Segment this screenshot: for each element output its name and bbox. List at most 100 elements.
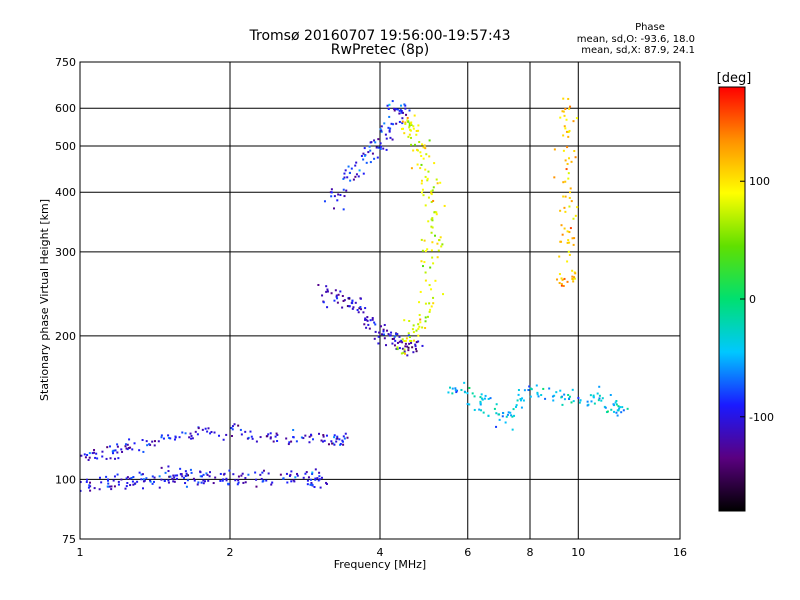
echo-point xyxy=(404,107,407,110)
echo-point xyxy=(410,136,413,139)
echo-point xyxy=(323,200,326,203)
echo-point xyxy=(88,452,91,455)
echo-point xyxy=(404,121,407,124)
echo-point xyxy=(331,442,334,445)
echo-point xyxy=(352,178,355,181)
echo-point xyxy=(142,478,145,481)
echo-point xyxy=(89,485,92,488)
echo-point xyxy=(131,480,134,483)
echo-point xyxy=(559,209,562,212)
echo-point xyxy=(481,398,484,401)
echo-point xyxy=(407,349,410,352)
echo-point xyxy=(239,428,242,431)
echo-point xyxy=(559,389,562,392)
echo-point xyxy=(617,409,620,412)
echo-point xyxy=(233,423,236,426)
echo-point xyxy=(205,472,208,475)
echo-point xyxy=(573,237,576,240)
echo-point xyxy=(209,471,212,474)
echo-point xyxy=(577,396,580,399)
echo-point xyxy=(566,230,569,233)
echo-point xyxy=(473,408,476,411)
echo-point xyxy=(413,339,416,342)
echo-point xyxy=(167,436,170,439)
echo-point xyxy=(348,172,351,175)
echo-point xyxy=(311,471,314,474)
echo-point xyxy=(479,401,482,404)
echo-point xyxy=(387,126,390,129)
echo-point xyxy=(93,448,96,451)
echo-point xyxy=(562,110,565,113)
echo-point xyxy=(424,175,427,178)
echo-point xyxy=(259,473,262,476)
echo-point xyxy=(322,434,325,437)
echo-point xyxy=(483,397,486,400)
echo-point xyxy=(562,181,565,184)
echo-point xyxy=(564,210,567,213)
echo-point xyxy=(339,194,342,197)
colorbar-tick-label: 100 xyxy=(749,175,770,188)
echo-point xyxy=(427,170,430,173)
echo-point xyxy=(410,167,413,170)
echo-point xyxy=(336,297,339,300)
echo-point xyxy=(380,325,383,328)
echo-point xyxy=(89,489,92,492)
echo-point xyxy=(544,397,547,400)
echo-point xyxy=(403,348,406,351)
echo-point xyxy=(190,434,193,437)
echo-point xyxy=(174,435,177,438)
echo-point xyxy=(260,477,263,480)
echo-point xyxy=(138,449,141,452)
echo-point xyxy=(377,342,380,345)
echo-point xyxy=(386,329,389,332)
echo-point xyxy=(448,386,451,389)
echo-point xyxy=(567,177,570,180)
echo-point xyxy=(98,476,101,479)
echo-point xyxy=(398,335,401,338)
echo-point xyxy=(478,408,481,411)
echo-point xyxy=(441,243,444,246)
y-tick-label: 400 xyxy=(55,186,76,199)
echo-point xyxy=(567,130,570,133)
echo-point xyxy=(592,396,595,399)
echo-point xyxy=(158,486,161,489)
echo-point xyxy=(408,319,411,322)
echo-point xyxy=(202,482,205,485)
echo-point xyxy=(572,120,575,123)
echo-point xyxy=(522,399,525,402)
echo-point xyxy=(569,191,572,194)
echo-point xyxy=(310,483,313,486)
echo-point xyxy=(335,295,338,298)
echo-point xyxy=(383,122,386,125)
echo-point xyxy=(396,346,399,349)
echo-point xyxy=(563,227,566,230)
echo-point xyxy=(568,205,571,208)
echo-point xyxy=(116,473,119,476)
echo-point xyxy=(412,331,415,334)
echo-point xyxy=(341,294,344,297)
echo-point xyxy=(529,387,532,390)
echo-point xyxy=(179,473,182,476)
echo-point xyxy=(341,440,344,443)
echo-point xyxy=(614,401,617,404)
chart-subtitle: RwPretec (8p) xyxy=(331,42,429,58)
echo-point xyxy=(109,445,112,448)
echo-point xyxy=(430,305,433,308)
echo-point xyxy=(310,482,313,485)
echo-point xyxy=(574,156,577,159)
echo-point xyxy=(393,344,396,347)
echo-point xyxy=(95,452,98,455)
echo-point xyxy=(131,448,134,451)
echo-point xyxy=(362,311,365,314)
echo-point xyxy=(222,438,225,441)
echo-point xyxy=(377,138,380,141)
echo-point xyxy=(140,478,143,481)
echo-point xyxy=(400,127,403,130)
echo-point xyxy=(93,451,96,454)
echo-point xyxy=(404,352,407,355)
echo-point xyxy=(391,342,394,345)
echo-point xyxy=(510,414,513,417)
echo-point xyxy=(553,176,556,179)
echo-point xyxy=(305,471,308,474)
echo-point xyxy=(330,191,333,194)
